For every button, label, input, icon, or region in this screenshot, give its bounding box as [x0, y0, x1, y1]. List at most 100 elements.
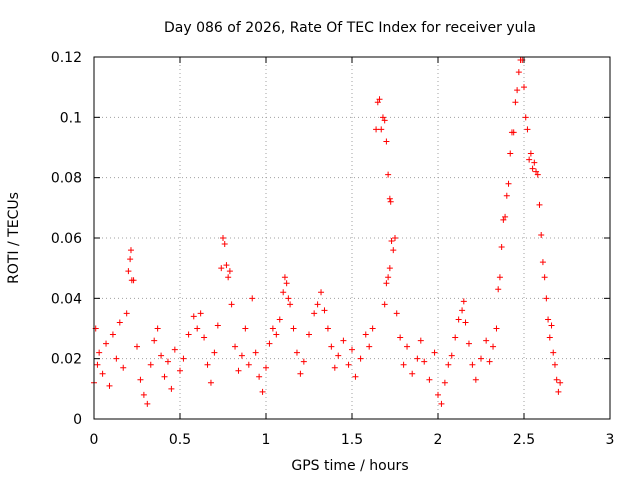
data-point: [140, 391, 147, 398]
data-point: [245, 361, 252, 368]
data-point: [459, 307, 466, 314]
data-point: [151, 337, 158, 344]
data-point: [460, 298, 467, 305]
data-point: [435, 391, 441, 398]
data-point: [204, 361, 211, 368]
data-point: [386, 195, 393, 202]
data-point: [455, 316, 462, 323]
data-point: [521, 84, 527, 91]
x-tick-label: 3: [606, 432, 615, 448]
x-tick-label: 2: [434, 432, 443, 448]
data-point: [421, 358, 428, 365]
data-point: [306, 331, 312, 338]
data-point: [533, 168, 540, 175]
x-axis-label: GPS time / hours: [291, 458, 408, 474]
y-tick-label: 0.02: [51, 352, 82, 368]
y-tick-label: 0: [73, 412, 82, 428]
data-point: [194, 325, 201, 332]
data-point: [393, 310, 400, 317]
x-tick-label: 0: [90, 432, 99, 448]
data-point: [228, 301, 235, 308]
data-point: [345, 361, 352, 368]
data-point: [113, 355, 120, 362]
data-point: [171, 346, 178, 353]
data-point: [285, 295, 292, 302]
data-point: [211, 349, 218, 356]
data-point: [223, 262, 230, 269]
data-point: [548, 322, 555, 329]
data-point: [218, 265, 225, 272]
data-point: [529, 165, 536, 172]
data-point: [383, 280, 390, 287]
data-point: [318, 289, 325, 296]
data-point: [214, 322, 221, 329]
data-point: [190, 313, 197, 320]
x-tick-label: 1.5: [341, 432, 363, 448]
data-points: [91, 57, 564, 407]
data-point: [541, 274, 548, 281]
data-point: [144, 400, 151, 407]
data-point: [197, 310, 204, 317]
data-point: [498, 244, 505, 251]
x-tick-label: 0.5: [169, 432, 191, 448]
data-point: [534, 171, 541, 178]
data-point: [207, 379, 214, 386]
data-point: [472, 376, 479, 383]
data-point: [242, 325, 249, 332]
data-point: [220, 235, 226, 241]
data-point: [527, 150, 534, 157]
data-point: [383, 138, 390, 145]
data-point: [99, 370, 106, 377]
y-tick-label: 0.12: [51, 50, 82, 66]
data-point: [362, 331, 369, 338]
data-point: [462, 319, 469, 326]
data-point: [524, 126, 531, 133]
data-point: [385, 274, 392, 281]
data-point: [515, 69, 522, 76]
data-point: [185, 331, 192, 338]
data-point: [349, 346, 355, 353]
data-point: [127, 256, 134, 263]
data-point: [486, 358, 493, 365]
data-point: [539, 259, 546, 266]
data-point: [392, 235, 398, 241]
data-point: [290, 325, 297, 332]
data-point: [321, 307, 328, 314]
data-point: [226, 268, 233, 275]
data-point: [281, 274, 288, 281]
data-point: [366, 343, 373, 350]
data-point: [503, 192, 510, 199]
data-point: [465, 340, 472, 347]
data-point: [452, 334, 459, 341]
data-point: [177, 367, 183, 374]
data-point: [249, 295, 256, 302]
data-point: [340, 337, 347, 344]
data-point: [225, 274, 232, 281]
data-point: [311, 310, 318, 317]
data-point: [201, 334, 208, 341]
data-point: [147, 361, 154, 368]
data-point: [276, 316, 283, 323]
data-point: [381, 301, 388, 308]
data-point: [390, 247, 397, 254]
data-point: [438, 400, 445, 407]
axis-ticks: 0 0.5 1 1.5 2 2.5 3 0 0.02 0.04 0.06 0.08 0.1 0.12: [51, 50, 615, 448]
x-tick-label: 1: [262, 432, 271, 448]
data-point: [283, 280, 290, 287]
data-point: [335, 352, 342, 359]
data-point: [536, 201, 543, 208]
data-point: [273, 331, 280, 338]
data-point: [378, 126, 385, 133]
data-point: [263, 364, 269, 371]
data-point: [357, 355, 364, 362]
data-point: [553, 376, 560, 383]
data-point: [483, 337, 490, 344]
chart-title: Day 086 of 2026, Rate Of TEC Index for r…: [164, 20, 536, 36]
data-point: [557, 379, 564, 386]
data-point: [266, 340, 273, 347]
data-point: [510, 129, 517, 136]
y-tick-label: 0.06: [51, 231, 82, 247]
data-point: [127, 247, 134, 254]
data-point: [116, 319, 123, 326]
